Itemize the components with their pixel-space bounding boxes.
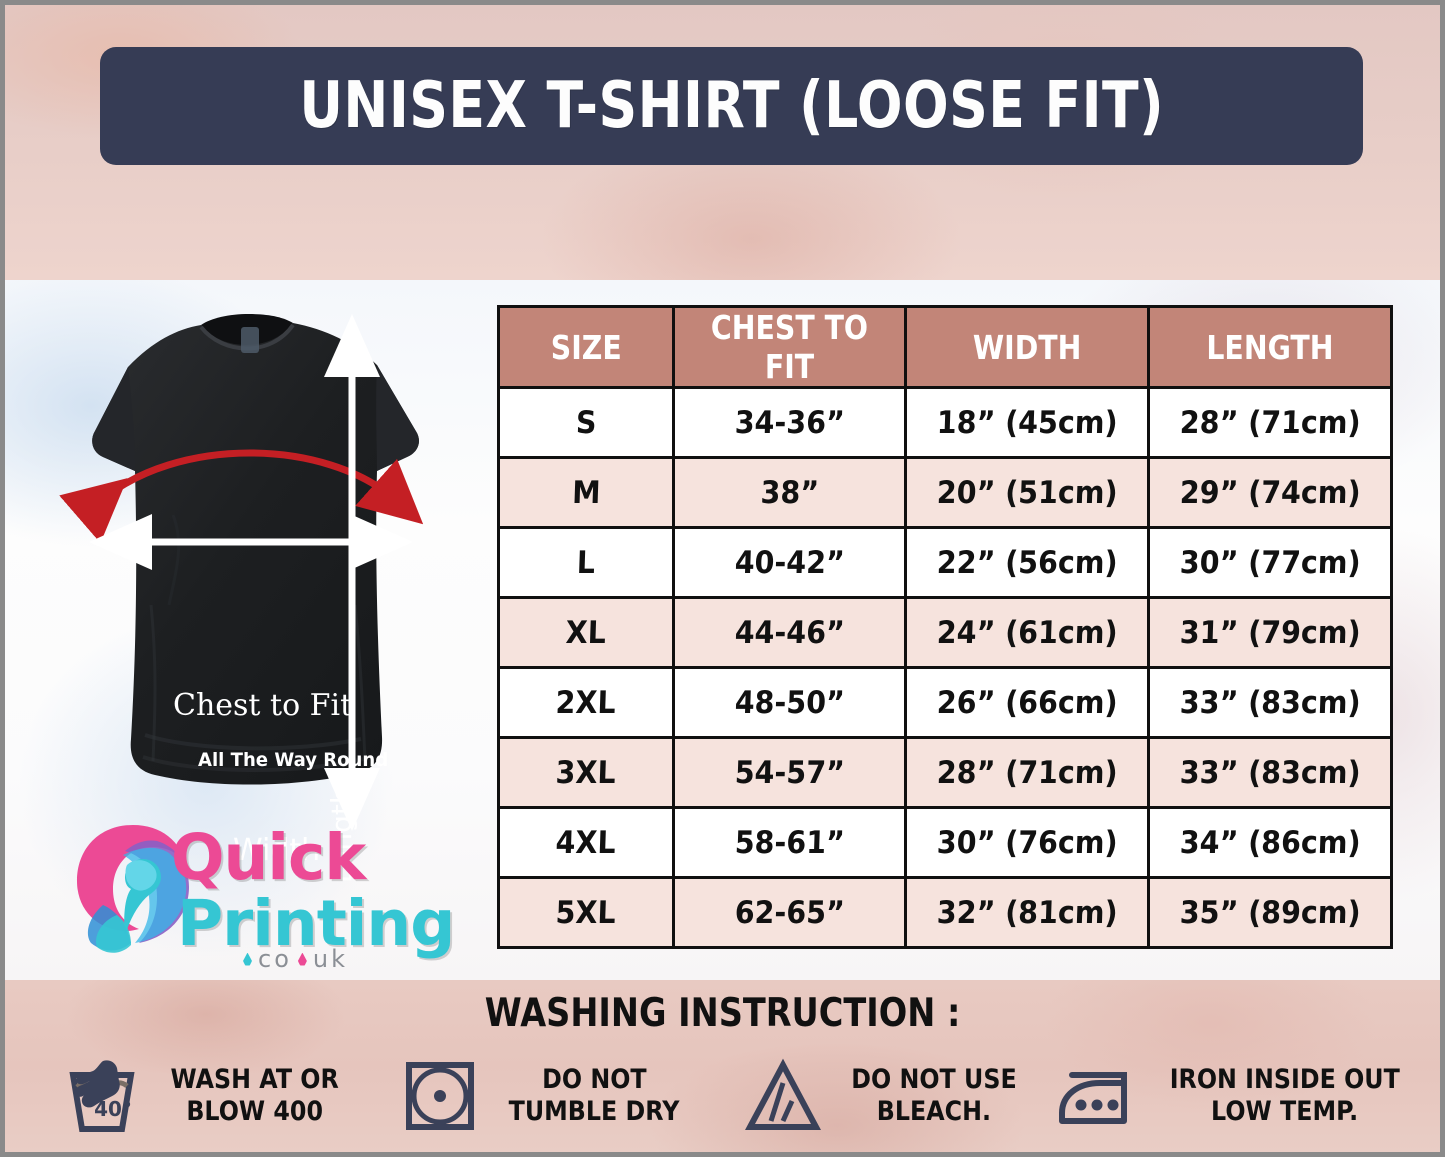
washing-instruction-row: 40° WASH AT OR BLOW 400 DO NOT TUMBLE DR… [35, 1043, 1415, 1148]
logo-word-quick: Quick [171, 821, 366, 894]
column-header-length: LENGTH [1147, 305, 1393, 389]
logo-tld-uk: uk [312, 945, 348, 973]
table-header-row: SIZE CHEST TO FIT WIDTH LENGTH [497, 305, 1393, 389]
cell-size: S [497, 386, 675, 459]
washing-instruction-title: WASHING INSTRUCTION : [484, 991, 961, 1036]
page-title: UNISEX T-SHIRT (LOOSE FIT) [299, 69, 1164, 143]
table-row: S 34-36” 18” (45cm) 28” (71cm) [497, 386, 1393, 459]
cell-length: 35” (89cm) [1147, 876, 1393, 949]
tshirt-illustration [59, 314, 424, 831]
cell-chest: 40-42” [672, 526, 907, 599]
table-row: 4XL 58-61” 30” (76cm) 34” (86cm) [497, 806, 1393, 879]
table-row: M 38” 20” (51cm) 29” (74cm) [497, 456, 1393, 529]
droplet-cyan-icon [243, 952, 252, 966]
cell-width: 32” (81cm) [904, 876, 1150, 949]
cell-size: 3XL [497, 736, 675, 809]
cell-width: 30” (76cm) [904, 806, 1150, 879]
column-header-chest: CHEST TO FIT [672, 305, 907, 389]
iron-low-temp-icon [1054, 1053, 1140, 1139]
cell-size: L [497, 526, 675, 599]
washing-item-label: IRON INSIDE OUT LOW TEMP. [1169, 1063, 1400, 1127]
cell-width: 26” (66cm) [904, 666, 1150, 739]
cell-length: 30” (77cm) [1147, 526, 1393, 599]
cell-width: 20” (51cm) [904, 456, 1150, 529]
logo-word-printing: Printing [177, 887, 455, 960]
brand-logo: Quick Printing co uk [73, 815, 455, 973]
washing-item-no-bleach: DO NOT USE BLEACH. [714, 1053, 1054, 1139]
washing-item-hand-wash: 40° WASH AT OR BLOW 400 [35, 1053, 375, 1139]
cell-size: 4XL [497, 806, 675, 879]
washing-item-label: WASH AT OR BLOW 400 [170, 1063, 339, 1127]
washing-item-label: DO NOT TUMBLE DRY [508, 1063, 680, 1127]
title-banner: UNISEX T-SHIRT (LOOSE FIT) [100, 47, 1363, 165]
cell-length: 33” (83cm) [1147, 666, 1393, 739]
washing-item-iron-low-temp: IRON INSIDE OUT LOW TEMP. [1054, 1053, 1415, 1139]
cell-chest: 48-50” [672, 666, 907, 739]
cell-width: 22” (56cm) [904, 526, 1150, 599]
quick-printing-swirl-logo [77, 825, 189, 953]
cell-width: 28” (71cm) [904, 736, 1150, 809]
droplet-pink-icon [297, 952, 307, 966]
cell-chest: 54-57” [672, 736, 907, 809]
svg-text:40°: 40° [94, 1097, 132, 1121]
washing-item-no-tumble-dry: DO NOT TUMBLE DRY [375, 1053, 715, 1139]
cell-length: 34” (86cm) [1147, 806, 1393, 879]
logo-tld-co: co [258, 945, 292, 973]
table-row: L 40-42” 22” (56cm) 30” (77cm) [497, 526, 1393, 599]
table-row: 3XL 54-57” 28” (71cm) 33” (83cm) [497, 736, 1393, 809]
cell-chest: 62-65” [672, 876, 907, 949]
washing-item-label: DO NOT USE BLEACH. [851, 1063, 1017, 1127]
cell-chest: 34-36” [672, 386, 907, 459]
column-header-width: WIDTH [904, 305, 1150, 389]
table-row: XL 44-46” 24” (61cm) 31” (79cm) [497, 596, 1393, 669]
cell-length: 29” (74cm) [1147, 456, 1393, 529]
cell-length: 33” (83cm) [1147, 736, 1393, 809]
cell-width: 24” (61cm) [904, 596, 1150, 669]
column-header-size: SIZE [497, 305, 675, 389]
background-band-bottom [5, 980, 1440, 1152]
table-row: 2XL 48-50” 26” (66cm) 33” (83cm) [497, 666, 1393, 739]
cell-width: 18” (45cm) [904, 386, 1150, 459]
table-row: 5XL 62-65” 32” (81cm) 35” (89cm) [497, 876, 1393, 949]
cell-size: 2XL [497, 666, 675, 739]
cell-size: 5XL [497, 876, 675, 949]
do-not-tumble-dry-icon [397, 1053, 483, 1139]
cell-chest: 44-46” [672, 596, 907, 669]
cell-length: 31” (79cm) [1147, 596, 1393, 669]
cell-chest: 58-61” [672, 806, 907, 879]
cell-size: XL [497, 596, 675, 669]
cell-size: M [497, 456, 675, 529]
cell-chest: 38” [672, 456, 907, 529]
hand-wash-40-icon: 40° [59, 1053, 145, 1139]
size-chart-table: SIZE CHEST TO FIT WIDTH LENGTH S 34-36” … [497, 305, 1393, 949]
cell-length: 28” (71cm) [1147, 386, 1393, 459]
do-not-bleach-icon [740, 1053, 826, 1139]
logo-domain-suffix: co uk [243, 945, 348, 973]
tshirt-diagram: Chest to Fit All The Way Round Width Len… [25, 305, 485, 883]
